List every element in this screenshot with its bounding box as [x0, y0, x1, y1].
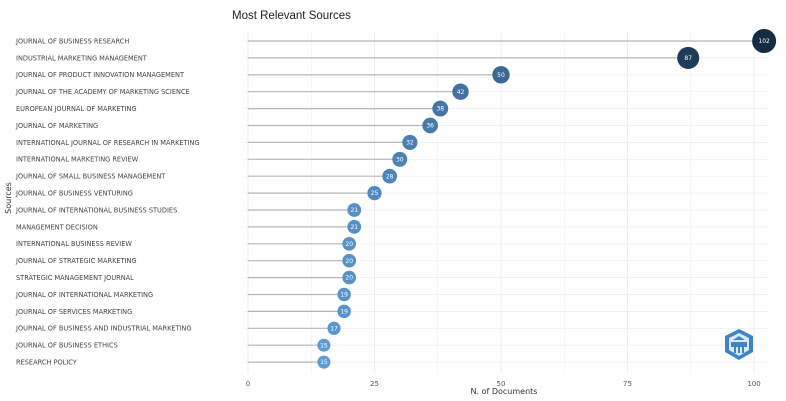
category-labels: JOURNAL OF BUSINESS RESEARCH INDUSTRIAL M… [15, 37, 200, 366]
x-tick-label: 100 [747, 380, 760, 388]
lollipop-dot [347, 220, 362, 234]
lollipop-dot [317, 355, 331, 369]
lollipop-dot [337, 304, 351, 319]
category-label: JOURNAL OF BUSINESS ETHICS [15, 342, 118, 350]
data-label: 20 [345, 275, 353, 282]
x-tick-label: 0 [246, 380, 250, 388]
lollipop-dot [422, 117, 438, 134]
data-label: 28 [386, 173, 394, 180]
x-tick-label: 25 [370, 380, 379, 388]
category-label: INTERNATIONAL JOURNAL OF RESEARCH IN MAR… [16, 139, 200, 147]
stem-layer [248, 40, 765, 363]
lollipop-dot [347, 203, 362, 217]
category-label: JOURNAL OF PRODUCT INNOVATION MANAGEMENT [15, 71, 185, 79]
lollipop-dot [382, 168, 398, 184]
lollipop-dot [492, 66, 510, 84]
data-label: 19 [340, 309, 348, 316]
lollipop-dot [402, 134, 418, 150]
lollipop-dot [342, 270, 357, 285]
data-label: 32 [406, 140, 414, 147]
lollipop-dot [327, 321, 341, 335]
lollipop-dot [432, 100, 449, 117]
category-label: MANAGEMENT DECISION [16, 223, 98, 231]
data-label: 19 [340, 292, 348, 299]
category-label: JOURNAL OF INTERNATIONAL MARKETING [15, 291, 153, 299]
category-label: JOURNAL OF INTERNATIONAL BUSINESS STUDIE… [15, 206, 177, 214]
lollipop-dot [337, 287, 351, 302]
data-label: 42 [457, 89, 465, 96]
data-label: 30 [396, 156, 404, 163]
lollipop-dot [752, 29, 777, 53]
category-label: INTERNATIONAL MARKETING REVIEW [16, 156, 139, 164]
category-label: JOURNAL OF BUSINESS RESEARCH [15, 37, 129, 45]
category-label: JOURNAL OF STRATEGIC MARKETING [15, 257, 137, 265]
data-label: 36 [426, 123, 434, 130]
category-label: JOURNAL OF BUSINESS AND INDUSTRIAL MARKE… [15, 325, 192, 333]
category-label: JOURNAL OF MARKETING [15, 122, 98, 130]
lollipop-dot [367, 185, 382, 201]
data-label: 15 [320, 342, 328, 349]
category-label: EUROPEAN JOURNAL OF MARKETING [16, 105, 137, 113]
lollipop-dot [677, 46, 700, 69]
data-label: 21 [350, 224, 358, 231]
category-label: JOURNAL OF BUSINESS VENTURING [15, 190, 133, 198]
category-label: INTERNATIONAL BUSINESS REVIEW [16, 240, 132, 248]
x-tick-labels: 0 25 50 75 100 [246, 380, 761, 388]
x-tick-label: 50 [497, 380, 506, 388]
lollipop-dot [317, 338, 331, 352]
data-label: 50 [497, 72, 505, 79]
data-label: 25 [371, 190, 379, 197]
category-label: JOURNAL OF SMALL BUSINESS MANAGEMENT [15, 173, 166, 181]
data-label: 20 [345, 241, 353, 248]
grid-layer [244, 32, 768, 373]
data-label: 17 [330, 325, 338, 332]
category-label: STRATEGIC MANAGEMENT JOURNAL [16, 274, 134, 282]
lollipop-dot [392, 151, 408, 167]
dot-layer: 102 87 50 42 38 36 32 30 28 25 21 21 20 20 20 19 19 17 15 1… [317, 29, 777, 369]
watermark-logo-icon [725, 329, 753, 360]
chart-title: Most Relevant Sources [232, 10, 351, 22]
category-label: JOURNAL OF SERVICES MARKETING [15, 308, 132, 316]
data-label: 20 [345, 258, 353, 265]
y-axis-title: Sources [4, 182, 13, 214]
data-label: 38 [436, 106, 444, 113]
category-label: INDUSTRIAL MARKETING MANAGEMENT [16, 54, 148, 62]
x-tick-label: 75 [623, 380, 632, 388]
data-label: 21 [350, 207, 358, 214]
category-label: RESEARCH POLICY [16, 359, 78, 367]
data-label: 102 [758, 38, 770, 45]
category-label: JOURNAL OF THE ACADEMY OF MARKETING SCIE… [15, 88, 190, 96]
lollipop-dot [342, 236, 357, 251]
data-label: 87 [684, 55, 692, 62]
lollipop-dot [342, 253, 357, 268]
lollipop-dot [452, 83, 469, 100]
x-axis-title: N. of Documents [471, 387, 538, 396]
data-label: 15 [320, 359, 328, 366]
